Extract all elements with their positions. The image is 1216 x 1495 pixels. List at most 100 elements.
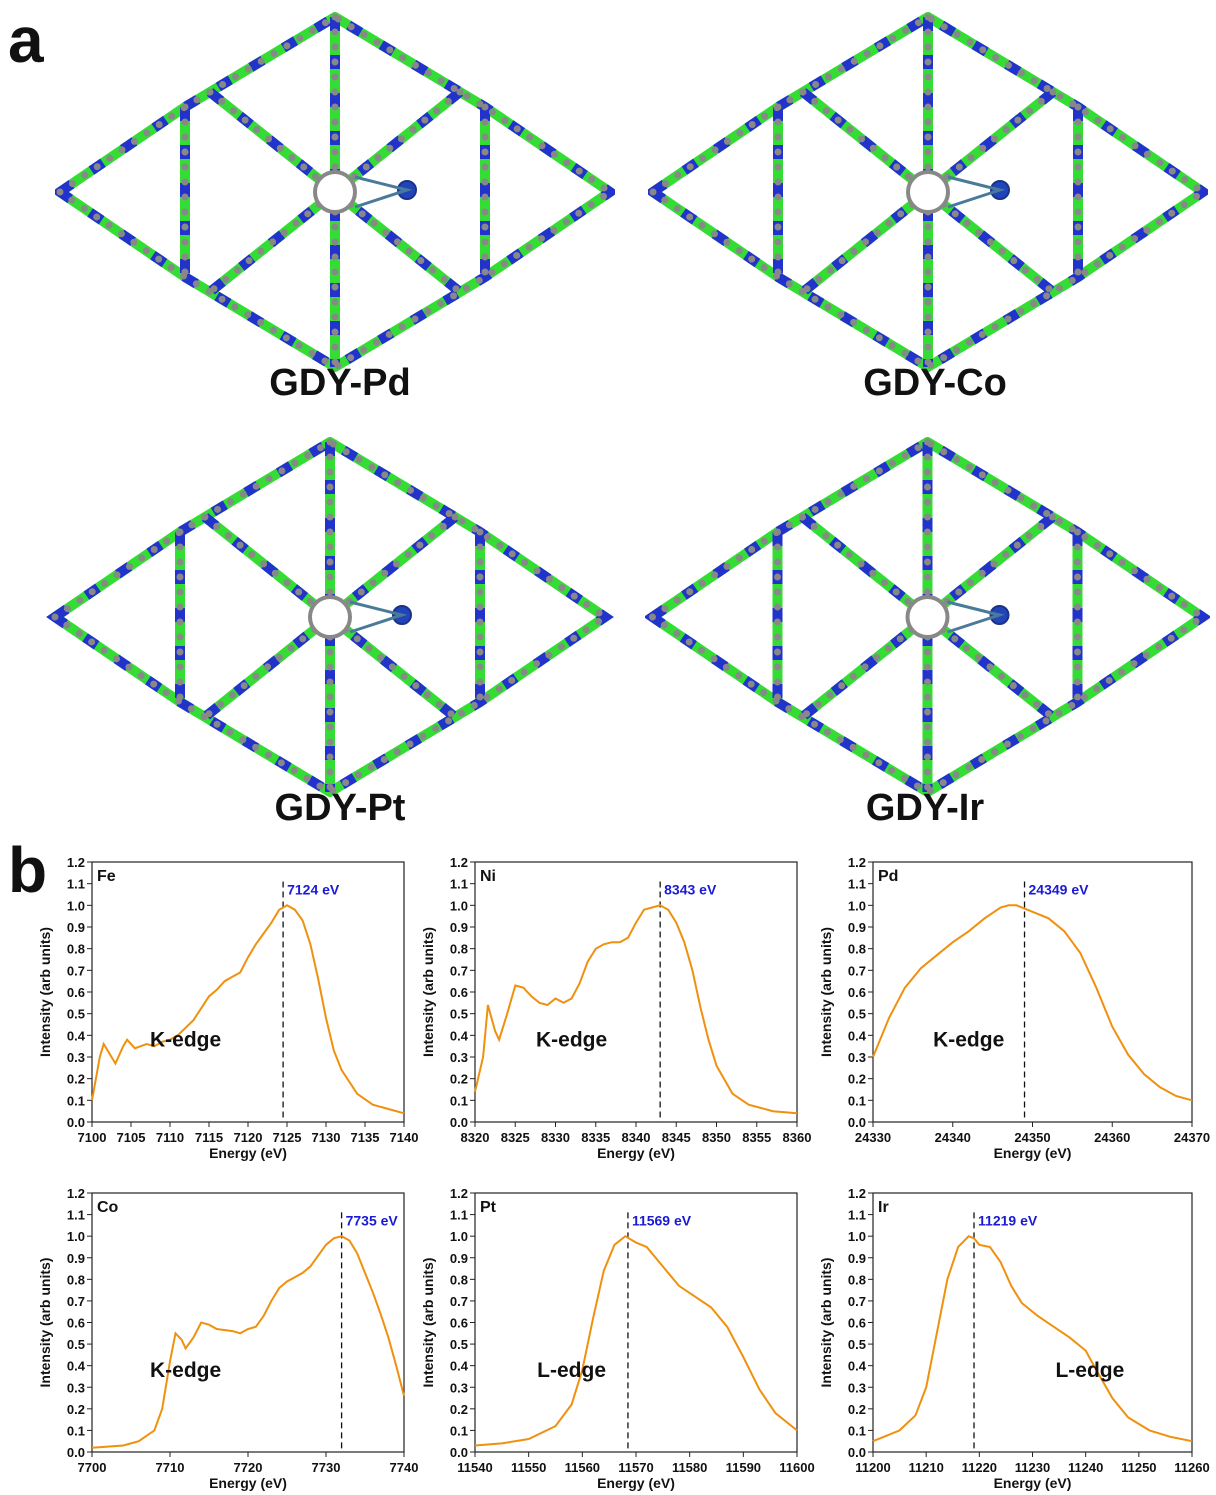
y-tick-label: 0.1: [848, 1423, 866, 1438]
panel-label: a: [8, 4, 44, 76]
y-tick-label: 0.9: [67, 920, 85, 935]
structure-image: [653, 442, 1203, 792]
y-tick-label: 0.1: [450, 1423, 468, 1438]
y-tick-label: 0.6: [848, 985, 866, 1000]
y-tick-label: 0.5: [67, 1337, 85, 1352]
y-tick-label: 0.7: [848, 1294, 866, 1309]
y-tick-label: 0.6: [450, 985, 468, 1000]
y-axis-title: Intensity (arb units): [37, 1258, 53, 1388]
x-tick-label: 11250: [1121, 1460, 1156, 1475]
y-tick-label: 0.9: [848, 920, 866, 935]
figure: a GDY-Pd GDY-Co GDY-Pt GDY-Ir b 0.00.10.…: [0, 0, 1216, 1495]
x-tick-label: 8325: [501, 1130, 530, 1145]
x-tick-label: 11230: [1015, 1460, 1050, 1475]
y-tick-label: 0.2: [450, 1072, 468, 1087]
y-tick-label: 0.1: [67, 1423, 85, 1438]
x-tick-label: 7720: [234, 1460, 263, 1475]
y-tick-label: 1.2: [848, 855, 866, 870]
x-tick-label: 7120: [234, 1130, 263, 1145]
x-tick-label: 8340: [622, 1130, 651, 1145]
x-tick-label: 11210: [908, 1460, 943, 1475]
x-tick-label: 11200: [855, 1460, 890, 1475]
y-tick-label: 0.1: [450, 1093, 468, 1108]
y-tick-label: 0.4: [848, 1359, 867, 1374]
y-tick-label: 0.2: [848, 1402, 866, 1417]
edge-annotation: 24349 eV: [1029, 882, 1090, 898]
y-tick-label: 0.2: [450, 1402, 468, 1417]
y-tick-label: 0.7: [450, 1294, 468, 1309]
y-tick-label: 0.7: [67, 1294, 85, 1309]
y-tick-label: 0.7: [450, 963, 468, 978]
y-tick-label: 0.8: [450, 942, 468, 957]
y-tick-label: 1.2: [450, 855, 468, 870]
x-tick-label: 7100: [78, 1130, 107, 1145]
x-tick-label: 8355: [742, 1130, 771, 1145]
x-tick-label: 24330: [855, 1130, 891, 1145]
y-tick-label: 0.5: [450, 1337, 468, 1352]
x-axis-title: Energy (eV): [597, 1145, 675, 1161]
panel-label: b: [8, 834, 47, 906]
element-label: Pt: [480, 1199, 497, 1216]
x-tick-label: 8360: [783, 1130, 812, 1145]
x-tick-label: 11600: [779, 1460, 814, 1475]
x-tick-label: 11260: [1174, 1460, 1209, 1475]
x-tick-label: 11580: [672, 1460, 707, 1475]
plot-frame: [475, 862, 797, 1122]
x-tick-label: 7130: [312, 1130, 341, 1145]
y-tick-label: 0.4: [450, 1028, 469, 1043]
structure-label: GDY-Co: [863, 362, 1007, 404]
structure-image: [60, 17, 610, 367]
y-tick-label: 0.4: [848, 1028, 867, 1043]
y-tick-label: 0.6: [848, 1316, 866, 1331]
y-tick-label: 0.7: [67, 963, 85, 978]
y-tick-label: 0.3: [848, 1380, 866, 1395]
x-tick-label: 7710: [156, 1460, 185, 1475]
element-label: Pd: [878, 868, 898, 885]
x-tick-label: 8345: [662, 1130, 691, 1145]
y-tick-label: 0.1: [848, 1093, 866, 1108]
y-tick-label: 0.3: [67, 1380, 85, 1395]
y-tick-label: 0.7: [848, 963, 866, 978]
y-tick-label: 0.8: [848, 942, 866, 957]
structure-image: [55, 442, 605, 792]
y-tick-label: 0.4: [450, 1359, 469, 1374]
y-tick-label: 0.8: [450, 1272, 468, 1287]
edge-label: K-edge: [150, 1359, 221, 1382]
y-tick-label: 1.0: [67, 1229, 85, 1244]
x-tick-label: 8320: [461, 1130, 490, 1145]
structure-image: [653, 17, 1203, 367]
x-tick-label: 11240: [1068, 1460, 1103, 1475]
element-label: Fe: [97, 868, 116, 885]
x-tick-label: 7105: [117, 1130, 146, 1145]
x-tick-label: 24350: [1014, 1130, 1050, 1145]
y-tick-label: 0.3: [450, 1380, 468, 1395]
x-axis-title: Energy (eV): [597, 1475, 675, 1491]
plot-frame: [475, 1193, 797, 1452]
y-tick-label: 0.4: [67, 1359, 86, 1374]
y-tick-label: 1.2: [67, 855, 85, 870]
y-tick-label: 1.0: [450, 898, 468, 913]
y-tick-label: 1.1: [450, 1208, 468, 1223]
y-axis-title: Intensity (arb units): [818, 927, 834, 1057]
y-axis-title: Intensity (arb units): [420, 1258, 436, 1388]
x-tick-label: 11590: [726, 1460, 761, 1475]
x-tick-label: 24370: [1174, 1130, 1210, 1145]
x-tick-label: 8350: [702, 1130, 731, 1145]
y-tick-label: 0.0: [848, 1445, 866, 1460]
y-tick-label: 0.0: [450, 1115, 468, 1130]
plot-frame: [92, 862, 404, 1122]
y-tick-label: 1.0: [450, 1229, 468, 1244]
x-tick-label: 24340: [935, 1130, 971, 1145]
y-tick-label: 0.5: [450, 1007, 468, 1022]
edge-label: K-edge: [536, 1029, 607, 1052]
x-tick-label: 7125: [273, 1130, 302, 1145]
x-axis-title: Energy (eV): [994, 1475, 1072, 1491]
y-tick-label: 0.2: [848, 1072, 866, 1087]
y-tick-label: 0.0: [67, 1115, 85, 1130]
element-label: Co: [97, 1199, 119, 1216]
plot-frame: [873, 1193, 1192, 1452]
x-tick-label: 7730: [312, 1460, 341, 1475]
edge-label: K-edge: [933, 1029, 1004, 1052]
plot-frame: [92, 1193, 404, 1452]
x-axis-title: Energy (eV): [209, 1145, 287, 1161]
